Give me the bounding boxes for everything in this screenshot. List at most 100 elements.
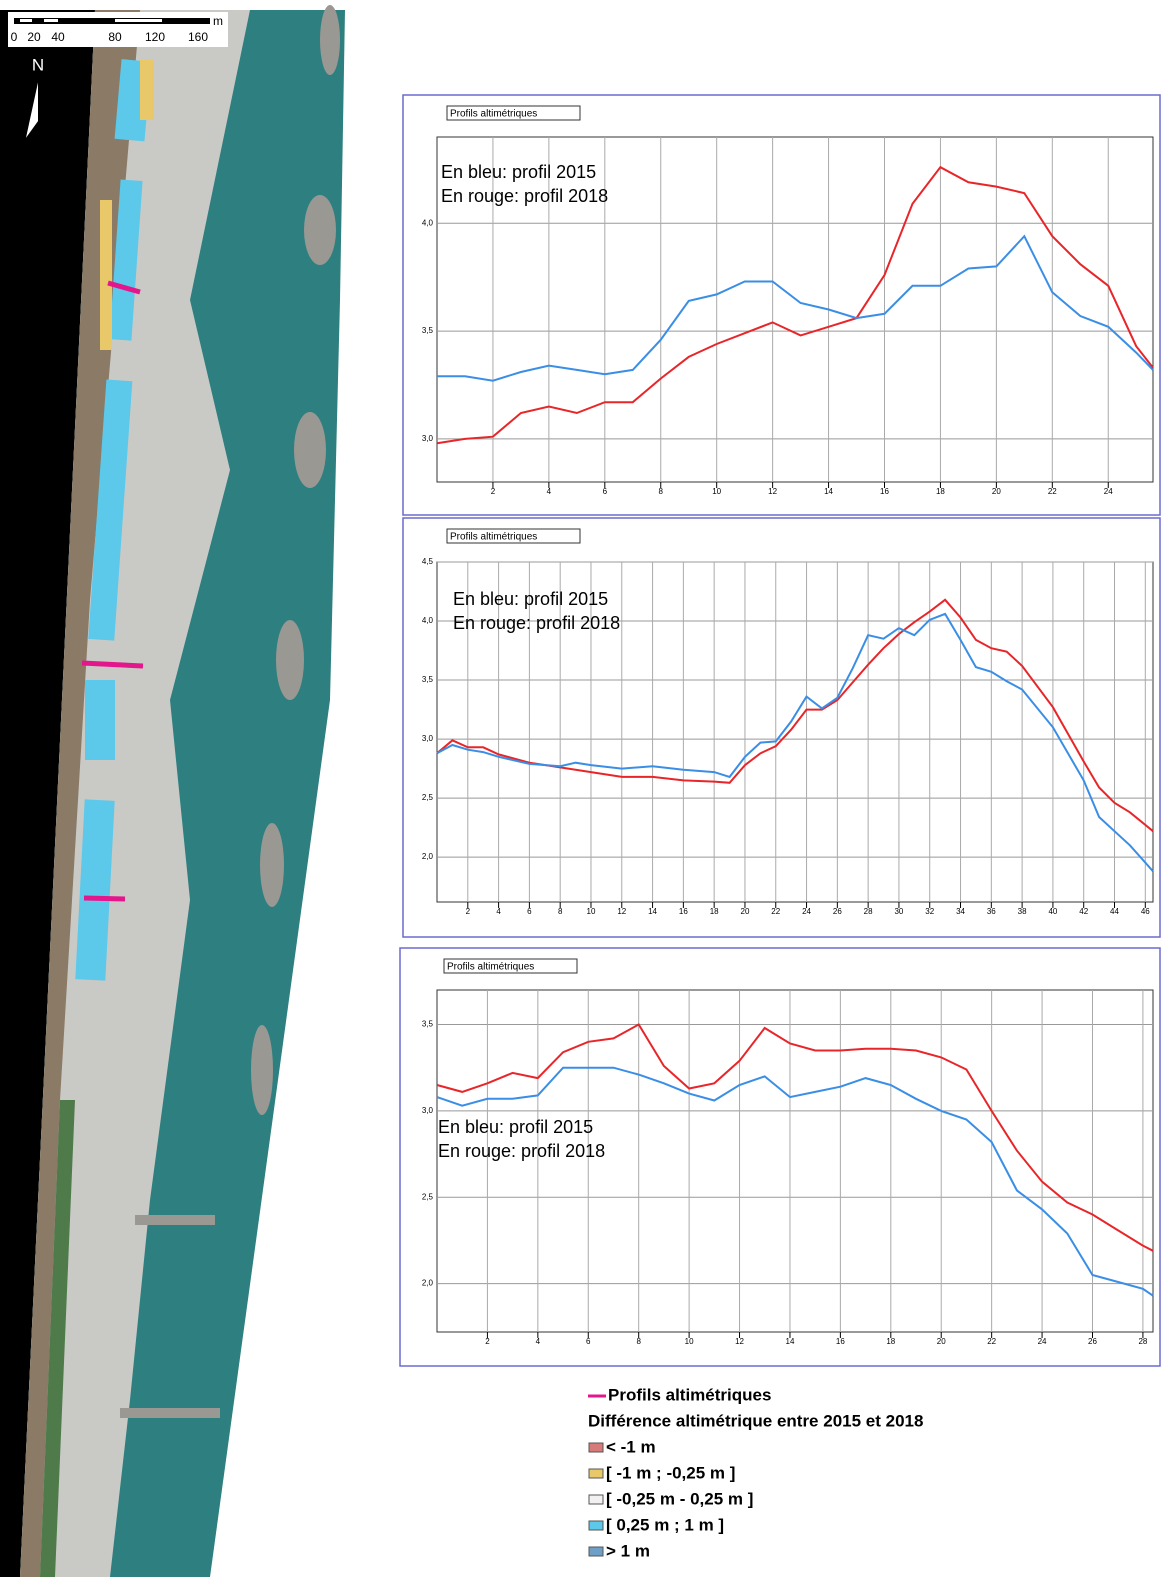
- legend-title: Différence altimétrique entre 2015 et 20…: [588, 1411, 923, 1430]
- scale-label: 40: [51, 30, 65, 44]
- buildings: [20, 10, 140, 1577]
- series-line: [436, 165, 1154, 445]
- y-tick-label: 3,0: [422, 1106, 434, 1115]
- scale-label: 120: [145, 30, 165, 44]
- x-tick-label: 4: [547, 487, 552, 496]
- x-tick-label: 14: [824, 487, 833, 496]
- y-tick-label: 2,0: [422, 852, 434, 861]
- x-tick-label: 46: [1141, 907, 1150, 916]
- y-tick-label: 3,5: [422, 1020, 434, 1029]
- plot-area: [436, 561, 1154, 903]
- x-tick-label: 42: [1079, 907, 1088, 916]
- profile-lines: [81, 280, 144, 902]
- x-tick-label: 4: [496, 907, 501, 916]
- x-tick-label: 22: [987, 1337, 996, 1346]
- legend-swatch: [588, 1468, 604, 1479]
- series-line: [436, 1066, 1154, 1297]
- y-tick-label: 2,5: [422, 1192, 434, 1201]
- y-tick-label: 3,0: [422, 434, 434, 443]
- x-tick-label: 18: [710, 907, 719, 916]
- scale-unit: m: [213, 14, 223, 28]
- x-tick-label: 30: [894, 907, 903, 916]
- chart-title-box: [446, 105, 581, 121]
- legend-label: [ 0,25 m ; 1 m ]: [606, 1515, 724, 1534]
- y-tick-label: 3,5: [422, 675, 434, 684]
- x-tick-label: 24: [1038, 1337, 1047, 1346]
- north-arrow-half: [38, 80, 51, 140]
- legend-swatch: [588, 1494, 604, 1505]
- north-label: N: [32, 55, 44, 74]
- chart-title-box: [446, 528, 581, 544]
- x-tick-label: 26: [1088, 1337, 1097, 1346]
- legend-label: [ -0,25 m - 0,25 m ]: [606, 1489, 753, 1508]
- legend-line-item: Profils altimétriques: [608, 1385, 771, 1404]
- x-tick-label: 12: [617, 907, 626, 916]
- x-tick-label: 6: [586, 1337, 591, 1346]
- scale-label: 80: [108, 30, 122, 44]
- legend-swatch: [588, 1520, 604, 1531]
- x-tick-label: 10: [685, 1337, 694, 1346]
- x-tick-label: 24: [802, 907, 811, 916]
- change-patches: [75, 59, 152, 981]
- annotation: En rouge: profil 2018: [438, 1141, 605, 1161]
- erosion-patches: [100, 60, 154, 350]
- x-tick-label: 22: [771, 907, 780, 916]
- x-tick-label: 34: [956, 907, 965, 916]
- y-tick-label: 2,0: [422, 1279, 434, 1288]
- x-tick-label: 2: [466, 907, 471, 916]
- map: m N: [0, 0, 370, 1577]
- x-tick-label: 38: [1018, 907, 1027, 916]
- x-tick-label: 8: [659, 487, 664, 496]
- x-tick-label: 24: [1104, 487, 1113, 496]
- scale-label: 0: [11, 30, 18, 44]
- x-tick-label: 2: [491, 487, 496, 496]
- x-tick-label: 6: [603, 487, 608, 496]
- scale-box: [8, 12, 228, 47]
- series-line: [437, 234, 1154, 382]
- y-tick-label: 4,0: [422, 218, 434, 227]
- x-tick-label: 20: [992, 487, 1001, 496]
- x-tick-label: 14: [786, 1337, 795, 1346]
- scale-bar: [14, 18, 210, 24]
- x-tick-label: 26: [833, 907, 842, 916]
- legend-swatch: [588, 1546, 604, 1557]
- chart-title: Profils altimétriques: [447, 962, 534, 973]
- nodata-left: [0, 10, 95, 1577]
- plot-area: [436, 989, 1154, 1333]
- breakwaters: [120, 5, 340, 1418]
- chart-title-box: [443, 958, 578, 974]
- x-tick-label: 22: [1048, 487, 1057, 496]
- annotation: En bleu: profil 2015: [441, 162, 596, 182]
- annotation: En bleu: profil 2015: [438, 1117, 593, 1137]
- x-tick-label: 12: [735, 1337, 744, 1346]
- legend-label: [ -1 m ; -0,25 m ]: [606, 1463, 735, 1482]
- y-tick-label: 4,0: [422, 616, 434, 625]
- x-tick-label: 18: [886, 1337, 895, 1346]
- annotation: En rouge: profil 2018: [453, 613, 620, 633]
- x-tick-label: 40: [1048, 907, 1057, 916]
- x-tick-label: 16: [880, 487, 889, 496]
- x-tick-label: 18: [936, 487, 945, 496]
- chart-title: Profils altimétriques: [450, 532, 537, 543]
- y-tick-label: 3,5: [422, 326, 434, 335]
- y-tick-label: 2,5: [422, 793, 434, 802]
- legend-swatch: [588, 1442, 604, 1453]
- series-line: [436, 1023, 1154, 1252]
- x-tick-label: 14: [648, 907, 657, 916]
- x-tick-label: 28: [1138, 1337, 1147, 1346]
- x-tick-label: 32: [925, 907, 934, 916]
- x-tick-label: 10: [587, 907, 596, 916]
- x-tick-label: 8: [558, 907, 563, 916]
- legend-label: > 1 m: [606, 1541, 650, 1560]
- x-tick-label: 6: [527, 907, 532, 916]
- green-area: [40, 1100, 75, 1577]
- annotation: En bleu: profil 2015: [453, 589, 608, 609]
- x-tick-label: 16: [836, 1337, 845, 1346]
- annotation: En rouge: profil 2018: [441, 186, 608, 206]
- scale-label: 160: [188, 30, 208, 44]
- legend-label: < -1 m: [606, 1437, 656, 1456]
- x-tick-label: 4: [536, 1337, 541, 1346]
- x-tick-label: 8: [636, 1337, 641, 1346]
- x-tick-label: 44: [1110, 907, 1119, 916]
